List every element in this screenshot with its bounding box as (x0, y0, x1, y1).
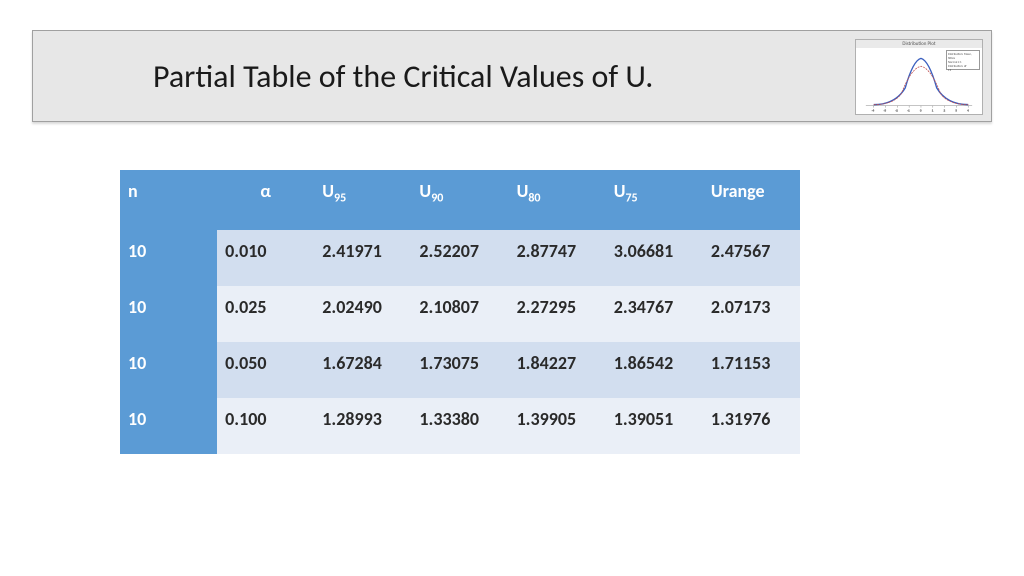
data-cell: 3.06681 (606, 230, 703, 286)
row-header-cell: 10 (120, 286, 217, 342)
data-cell: 1.33380 (411, 398, 508, 454)
data-cell: 0.100 (217, 398, 314, 454)
svg-text:1: 1 (932, 109, 934, 113)
svg-text:-4: -4 (872, 109, 875, 113)
svg-text:4: 4 (967, 109, 969, 113)
column-header: U95 (314, 170, 411, 230)
column-header: U90 (411, 170, 508, 230)
svg-text:-1: -1 (907, 109, 910, 113)
distribution-thumbnail: Distribution Plot -4 -3 -2 -1 0 1 2 3 4 (855, 39, 983, 115)
data-cell: 1.71153 (703, 342, 800, 398)
data-cell: 2.10807 (411, 286, 508, 342)
data-cell: 2.47567 (703, 230, 800, 286)
thumbnail-title: Distribution Plot (856, 40, 982, 48)
data-cell: 2.07173 (703, 286, 800, 342)
column-header: Urange (703, 170, 800, 230)
data-cell: 0.010 (217, 230, 314, 286)
row-header-cell: 10 (120, 230, 217, 286)
table-row: 100.0102.419712.522072.877473.066812.475… (120, 230, 800, 286)
row-header-cell: 10 (120, 342, 217, 398)
table-row: 100.0252.024902.108072.272952.347672.071… (120, 286, 800, 342)
data-cell: 0.025 (217, 286, 314, 342)
data-cell: 1.39905 (509, 398, 606, 454)
thumbnail-plot: -4 -3 -2 -1 0 1 2 3 4 Distribution: Mean… (856, 48, 982, 114)
data-cell: 2.27295 (509, 286, 606, 342)
row-header-cell: 10 (120, 398, 217, 454)
legend-line: t 3 (948, 68, 978, 72)
column-header: U75 (606, 170, 703, 230)
data-cell: 2.87747 (509, 230, 606, 286)
data-cell: 1.73075 (411, 342, 508, 398)
header-bar: Partial Table of the Critical Values of … (32, 30, 992, 122)
table-row: 100.1001.289931.333801.399051.390511.319… (120, 398, 800, 454)
column-header: α (217, 170, 314, 230)
svg-text:0: 0 (920, 109, 922, 113)
column-header: n (120, 170, 217, 230)
data-cell: 1.67284 (314, 342, 411, 398)
data-cell: 2.34767 (606, 286, 703, 342)
data-cell: 1.86542 (606, 342, 703, 398)
critical-values-table: nαU95U90U80U75Urange 100.0102.419712.522… (120, 170, 800, 454)
table-body: 100.0102.419712.522072.877473.066812.475… (120, 230, 800, 454)
svg-text:3: 3 (955, 109, 957, 113)
table-header: nαU95U90U80U75Urange (120, 170, 800, 230)
data-cell: 1.84227 (509, 342, 606, 398)
data-table: nαU95U90U80U75Urange 100.0102.419712.522… (120, 170, 800, 454)
data-cell: 2.52207 (411, 230, 508, 286)
data-cell: 2.41971 (314, 230, 411, 286)
thumbnail-legend: Distribution: Mean, StDev Normal 0 1 Dis… (946, 50, 980, 70)
page-title: Partial Table of the Critical Values of … (153, 57, 653, 96)
data-cell: 1.39051 (606, 398, 703, 454)
data-cell: 0.050 (217, 342, 314, 398)
column-header: U80 (509, 170, 606, 230)
table-row: 100.0501.672841.730751.842271.865421.711… (120, 342, 800, 398)
svg-text:-3: -3 (884, 109, 887, 113)
svg-text:2: 2 (944, 109, 946, 113)
data-cell: 2.02490 (314, 286, 411, 342)
data-cell: 1.28993 (314, 398, 411, 454)
data-cell: 1.31976 (703, 398, 800, 454)
svg-text:-2: -2 (895, 109, 898, 113)
legend-line: Distribution: Mean, StDev (948, 52, 978, 60)
